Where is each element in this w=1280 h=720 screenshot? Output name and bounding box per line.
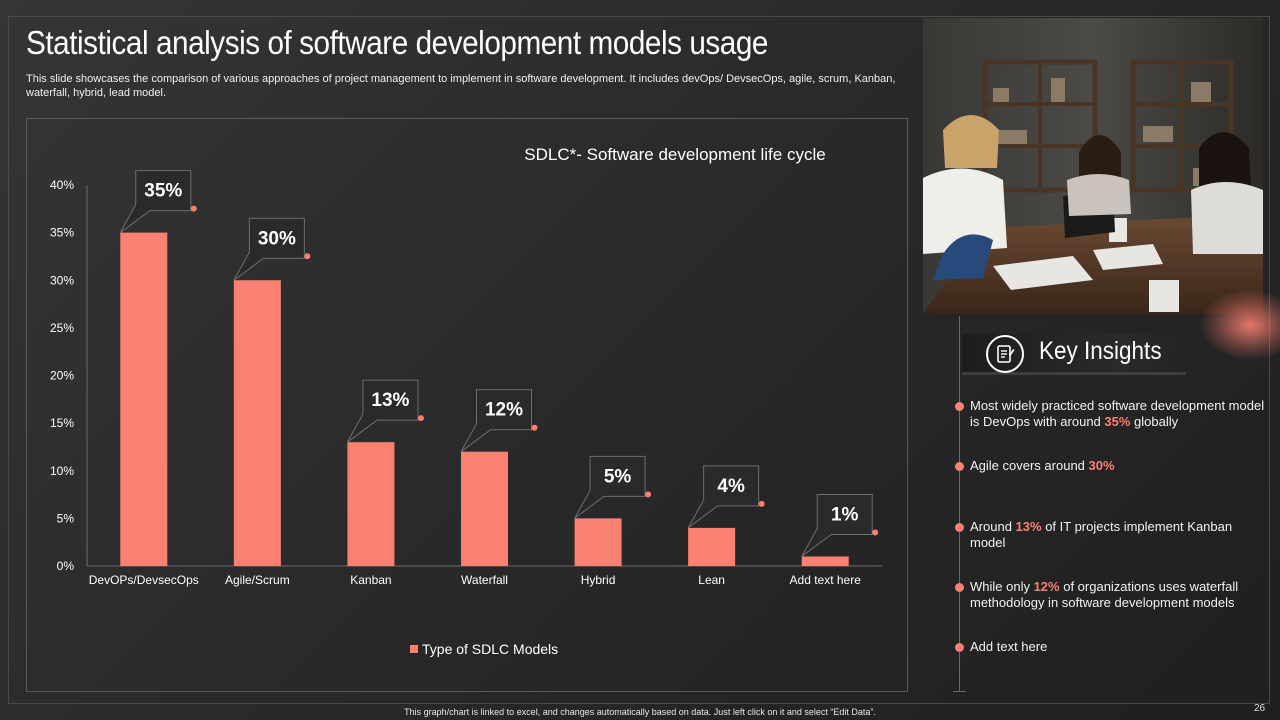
accent-glow (1200, 290, 1280, 360)
insight-highlight: 13% (1015, 519, 1042, 534)
insight-item-4: While only 12% of organizations uses wat… (970, 579, 1270, 611)
insight-item-3: Around 13% of IT projects implement Kanb… (970, 519, 1270, 551)
page-subtitle: This slide showcases the comparison of v… (26, 73, 896, 99)
insight-highlight: 35% (1104, 414, 1131, 429)
page-title: Statistical analysis of software develop… (26, 24, 769, 61)
data-callout (119, 170, 192, 234)
insight-text: globally (1130, 414, 1179, 429)
bar-7 (801, 556, 849, 566)
x-tick-label: Waterfall (461, 573, 508, 587)
bar-3 (347, 442, 395, 566)
insight-bullet (955, 462, 964, 471)
callout-dot (645, 491, 652, 498)
x-tick-label: Lean (698, 573, 725, 587)
bar-6 (688, 527, 736, 566)
insight-highlight: 12% (1033, 579, 1060, 594)
callout-dot (190, 205, 197, 212)
insight-bullet (955, 402, 964, 411)
x-tick-label: Hybrid (581, 573, 616, 587)
bar-chart[interactable]: SDLC*- Software development life cycle 0%… (27, 119, 907, 691)
key-insights-title: Key Insights (1039, 337, 1162, 365)
y-tick-label: 35% (50, 226, 74, 240)
insight-text: Agile covers around (970, 458, 1089, 473)
insight-text: Most widely practiced software developme… (970, 398, 1265, 429)
y-tick-label: 15% (50, 416, 74, 430)
slide-frame (8, 16, 1270, 704)
insight-text: While only (970, 579, 1034, 594)
y-tick-label: 40% (50, 178, 74, 192)
bar-4 (461, 451, 508, 566)
data-label: 1% (831, 504, 859, 525)
data-callout (346, 379, 419, 443)
insight-text: Around (970, 519, 1016, 534)
notepad-icon (986, 335, 1024, 373)
legend-label: Type of SDLC Models (422, 641, 558, 657)
insights-divider-cap (953, 691, 966, 692)
y-tick-label: 20% (50, 369, 74, 383)
callout-dot (758, 500, 765, 507)
data-label: 5% (604, 466, 632, 487)
data-callout (687, 465, 760, 529)
data-callout (574, 455, 646, 519)
insight-bullet (955, 523, 964, 532)
data-callout (233, 217, 305, 281)
insight-item-1: Most widely practiced software developme… (970, 398, 1270, 430)
y-tick-label: 0% (57, 559, 75, 573)
insights-divider (959, 316, 960, 692)
data-label: 12% (485, 400, 523, 421)
bar-5 (574, 518, 622, 566)
y-tick-label: 10% (50, 464, 74, 478)
insight-bullet (955, 643, 964, 652)
chart-container[interactable]: SDLC*- Software development life cycle 0%… (26, 118, 908, 692)
y-tick-label: 30% (50, 273, 74, 287)
callout-dot (872, 529, 879, 536)
x-tick-label: DevOPs/DevsecOps (89, 573, 199, 587)
x-tick-label: Kanban (350, 573, 391, 587)
insight-text: Add text here (970, 639, 1048, 654)
data-label: 35% (144, 181, 182, 202)
footnote: This graph/chart is linked to excel, and… (404, 707, 876, 717)
insight-highlight: 30% (1088, 458, 1115, 473)
insight-bullet (955, 583, 964, 592)
bar-2 (233, 280, 281, 566)
page-number: 26 (1254, 703, 1266, 714)
callout-dot (304, 253, 311, 260)
insight-item-2: Agile covers around 30% (970, 458, 1270, 474)
legend-swatch (410, 645, 418, 653)
y-tick-label: 5% (57, 511, 75, 525)
data-label: 30% (258, 228, 296, 249)
chart-title: SDLC*- Software development life cycle (524, 145, 825, 164)
insight-text: of IT projects implement Kanban model (970, 519, 1233, 550)
data-callout (460, 389, 532, 453)
insight-item-5: Add text here (970, 639, 1270, 655)
callout-dot (531, 424, 538, 431)
y-tick-label: 25% (50, 321, 74, 335)
callout-dot (417, 415, 424, 422)
x-tick-label: Add text here (790, 573, 862, 587)
x-tick-label: Agile/Scrum (225, 573, 290, 587)
data-label: 4% (717, 476, 745, 497)
bar-1 (120, 232, 168, 566)
data-callout (801, 493, 873, 557)
meeting-photo (923, 18, 1263, 314)
insight-text: of organizations uses waterfall methodol… (970, 579, 1239, 610)
data-label: 13% (371, 390, 409, 411)
